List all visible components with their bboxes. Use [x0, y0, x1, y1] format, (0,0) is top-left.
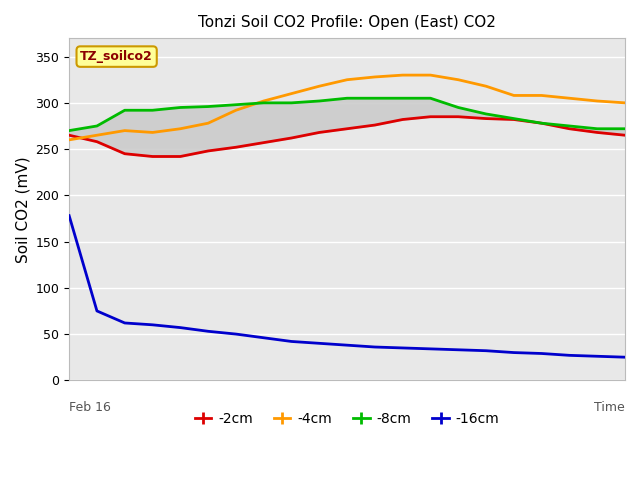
Text: Time: Time — [595, 401, 625, 414]
Title: Tonzi Soil CO2 Profile: Open (East) CO2: Tonzi Soil CO2 Profile: Open (East) CO2 — [198, 15, 496, 30]
Legend: -2cm, -4cm, -8cm, -16cm: -2cm, -4cm, -8cm, -16cm — [189, 407, 505, 432]
Text: Feb 16: Feb 16 — [69, 401, 111, 414]
Y-axis label: Soil CO2 (mV): Soil CO2 (mV) — [15, 156, 30, 263]
Text: TZ_soilco2: TZ_soilco2 — [80, 50, 153, 63]
